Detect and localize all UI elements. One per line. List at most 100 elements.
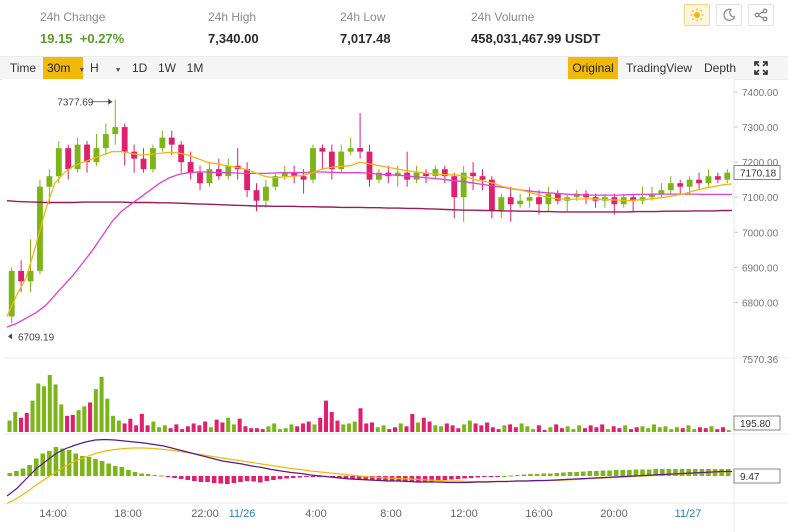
macd-histogram-bar: [225, 476, 230, 484]
ma-long-line: [6, 200, 732, 213]
macd-line: [6, 438, 732, 497]
candle-body: [460, 172, 467, 198]
macd-histogram-bar: [178, 476, 184, 479]
interval-30m-button[interactable]: 30m ▼: [43, 57, 85, 79]
price-tick-label: 7200.00: [742, 158, 779, 169]
current-price-label-box: [733, 165, 781, 181]
volume-bar: [640, 426, 645, 432]
volume-bar: [473, 423, 478, 432]
candle-body: [573, 193, 580, 198]
range-1d-button[interactable]: 1D: [132, 61, 148, 75]
time-tick-label: 11/26: [229, 508, 256, 520]
ma-fast-line: [6, 150, 733, 317]
macd-histogram-bar: [99, 461, 105, 476]
macd-histogram-bar: [501, 476, 507, 477]
price-tick-label: 7400.00: [742, 88, 779, 99]
volume-bar: [559, 428, 564, 432]
candle-body: [498, 197, 505, 212]
macd-histogram-bar: [666, 469, 672, 476]
fullscreen-button[interactable]: [750, 57, 772, 79]
macd-histogram-bar: [132, 472, 138, 476]
candle-body: [545, 193, 552, 205]
view-depth-tab[interactable]: Depth: [704, 61, 737, 75]
macd-histogram-bar: [515, 475, 520, 476]
macd-histogram-bar: [653, 469, 659, 476]
macd-histogram-bar: [73, 453, 79, 476]
share-button[interactable]: [748, 4, 774, 26]
time-tick-label: 22:00: [191, 508, 219, 520]
candle-body: [46, 176, 53, 187]
volume-bar: [162, 425, 167, 432]
macd-histogram-bar: [633, 469, 639, 476]
volume-bar: [7, 420, 12, 432]
macd-histogram-bar: [93, 459, 98, 476]
candle-body: [357, 148, 364, 152]
volume-bar: [197, 425, 202, 432]
macd-histogram-bar: [725, 469, 731, 476]
volume-bar: [594, 427, 599, 432]
hour-interval-button[interactable]: H ▼: [85, 57, 125, 79]
candle-body: [18, 270, 25, 282]
candle-body: [206, 169, 213, 184]
dark-theme-button[interactable]: [716, 4, 742, 26]
macd-histogram-bar: [640, 469, 645, 476]
candle-body: [244, 169, 251, 191]
time-tick-label: 18:00: [114, 508, 142, 520]
low-arrow-icon: [8, 333, 12, 340]
time-button[interactable]: Time: [9, 61, 37, 75]
view-tradingview-tab[interactable]: TradingView: [626, 61, 693, 75]
volume-bar: [508, 424, 513, 432]
macd-histogram-bar: [27, 465, 32, 476]
macd-histogram-bar: [231, 476, 237, 483]
time-tick-label: 16:00: [525, 508, 553, 520]
macd-histogram-bar: [192, 476, 197, 481]
volume-bar: [335, 420, 340, 432]
macd-histogram-bar: [297, 476, 303, 478]
volume-bar: [404, 426, 409, 432]
light-theme-button[interactable]: [684, 4, 710, 26]
volume-bar: [398, 423, 403, 432]
volume-bar: [467, 420, 472, 432]
macd-histogram-bar: [139, 473, 144, 476]
macd-histogram-bar: [600, 470, 606, 476]
volume-bar: [289, 424, 294, 432]
macd-histogram-bar: [337, 476, 342, 478]
range-1m-button[interactable]: 1M: [186, 61, 204, 75]
volume-bar: [300, 423, 305, 432]
volume-bar: [375, 427, 380, 432]
candle-body: [27, 270, 34, 282]
stat-24h-volume: 24h Volume 458,031,467.99 USDT: [471, 9, 600, 49]
macd-histogram-bar: [541, 473, 546, 476]
macd-histogram-bar: [521, 474, 527, 476]
volume-bar: [346, 423, 352, 432]
view-original-tab[interactable]: Original: [568, 57, 618, 79]
macd-histogram-bar: [80, 456, 85, 476]
volume-bar: [692, 429, 697, 432]
volume-bar: [554, 424, 559, 432]
volume-bar: [726, 430, 731, 432]
macd-histogram-bar: [442, 476, 448, 480]
volume-bar: [203, 421, 208, 432]
volume-bar: [283, 428, 288, 432]
candle-body: [686, 179, 693, 187]
volume-bar: [600, 424, 605, 432]
volume-bar: [93, 389, 98, 432]
macd-histogram-bar: [284, 476, 289, 479]
current-price-label: 7170.18: [740, 169, 777, 180]
stat-label: 24h Volume: [471, 10, 535, 24]
current-macd-label: 9.47: [740, 472, 760, 483]
volume-bar: [24, 412, 29, 432]
volume-bar: [485, 422, 490, 432]
candle-body: [394, 172, 401, 177]
macd-histogram-bar: [660, 469, 665, 476]
volume-bar: [237, 418, 242, 432]
candle-body: [281, 172, 288, 177]
volume-bar: [427, 421, 432, 432]
price-tick-label: 7000.00: [742, 228, 779, 239]
stat-label: 24h Low: [340, 10, 386, 24]
volume-bar: [502, 425, 507, 432]
volume-bar: [341, 424, 346, 432]
range-1w-button[interactable]: 1W: [158, 61, 176, 75]
candlestick-chart[interactable]: 7400.00 7300.00 7200.00 7100.00 7000.00 6900.…: [0, 79, 788, 532]
volume-bar: [674, 427, 679, 432]
